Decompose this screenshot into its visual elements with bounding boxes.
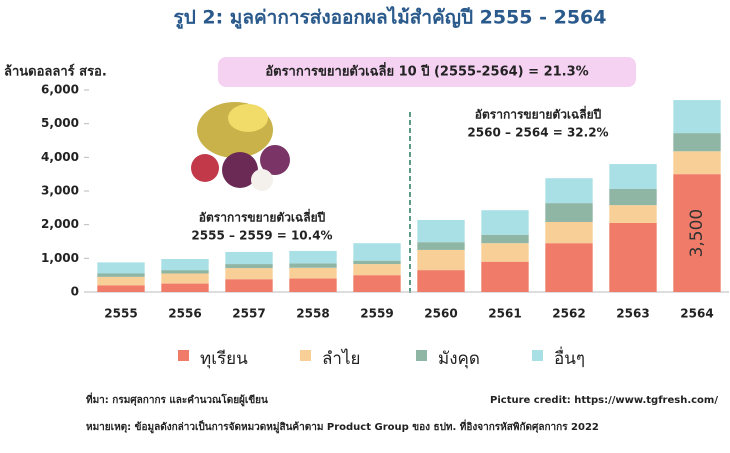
bar-segment xyxy=(481,234,529,244)
bar-segment xyxy=(481,210,529,235)
bar-segment xyxy=(481,261,529,292)
x-tick-label: 2561 xyxy=(488,307,521,321)
x-tick-label: 2558 xyxy=(296,307,329,321)
x-tick-label: 2557 xyxy=(232,307,265,321)
x-tick-label: 2556 xyxy=(168,307,201,321)
legend-swatch xyxy=(178,350,189,361)
annotation: อัตราการขยายตัวเฉลี่ย 10 ปี (2555-2564) … xyxy=(265,62,588,80)
bar-segment xyxy=(289,267,337,279)
x-tick-label: 2560 xyxy=(424,307,457,321)
note: หมายเหตุ: ข้อมูลดังกล่าวเป็นการจัดหมวดหม… xyxy=(86,419,599,434)
bar-segment xyxy=(225,279,273,292)
bar-segment xyxy=(161,270,209,274)
chart-title: รูป 2: มูลค่าการส่งออกผลไม้สำคัญปี 2555 … xyxy=(173,6,606,30)
y-tick-label: 1,000 xyxy=(41,251,79,265)
bar-segment xyxy=(289,278,337,292)
x-tick-label: 2559 xyxy=(360,307,393,321)
bar-segment xyxy=(545,203,593,222)
legend-swatch xyxy=(416,350,427,361)
bar-segment xyxy=(609,205,657,223)
bar-segment xyxy=(609,188,657,206)
annotation: อัตราการขยายตัวเฉลี่ยปี xyxy=(199,209,326,225)
bar-segment xyxy=(417,219,465,243)
bar-segment xyxy=(545,243,593,292)
bar-segment xyxy=(289,250,337,264)
bar-segment xyxy=(545,178,593,204)
bar-segment xyxy=(353,275,401,292)
x-tick-label: 2562 xyxy=(552,307,585,321)
bar-segment xyxy=(289,263,337,268)
bar-segment xyxy=(673,174,721,292)
bar-segment xyxy=(673,151,721,175)
legend-label: ลำไย xyxy=(322,348,360,369)
annotation: อัตราการขยายตัวเฉลี่ยปี xyxy=(475,106,602,122)
bar-segment xyxy=(161,259,209,271)
bar-segment xyxy=(353,243,401,261)
y-tick-label: 2,000 xyxy=(41,217,79,231)
bar-segment xyxy=(673,100,721,134)
y-axis-label: ล้านดอลลาร์ สรอ. xyxy=(4,64,107,80)
bar-segment xyxy=(545,221,593,244)
bar-segment xyxy=(673,133,721,152)
legend-swatch xyxy=(300,350,311,361)
bar-segment xyxy=(225,251,273,265)
bar-segment xyxy=(225,268,273,280)
legend-label: ทุเรียน xyxy=(200,349,248,369)
y-tick-label: 4,000 xyxy=(41,150,79,164)
bar-segment xyxy=(97,262,145,274)
source: ที่มา: กรมศุลกากร และคำนวณโดยผู้เขียน xyxy=(86,392,268,407)
banner xyxy=(218,57,636,87)
y-tick-label: 6,000 xyxy=(41,83,79,97)
bar-segment xyxy=(353,264,401,276)
bar-segment xyxy=(161,283,209,292)
bar-segment xyxy=(97,273,145,277)
fruit-illustration xyxy=(191,102,290,191)
bar-segment xyxy=(609,222,657,292)
bar-segment xyxy=(97,276,145,286)
credit: Picture credit: https://www.tgfresh.com/ xyxy=(490,395,718,406)
bar-segment xyxy=(609,164,657,189)
annotation: 2560 – 2564 = 32.2% xyxy=(467,126,608,140)
x-tick-label: 2563 xyxy=(616,307,649,321)
bar-segment xyxy=(417,270,465,292)
annotation: 2555 – 2559 = 10.4% xyxy=(191,229,332,243)
bar-segment xyxy=(353,260,401,265)
bar-segment xyxy=(481,243,529,262)
bar-segment xyxy=(225,264,273,269)
data-label: 3,500 xyxy=(687,209,707,258)
legend-swatch xyxy=(532,350,543,361)
x-tick-label: 2555 xyxy=(104,307,137,321)
y-tick-label: 3,000 xyxy=(41,184,79,198)
bar-segment xyxy=(417,249,465,271)
legend-label: มังคุด xyxy=(438,349,480,369)
bar-segment xyxy=(97,285,145,292)
bar-segment xyxy=(161,273,209,284)
legend-label: อื่นๆ xyxy=(554,346,585,369)
y-tick-label: 5,000 xyxy=(41,116,79,130)
bar-segment xyxy=(417,242,465,250)
y-tick-label: 0 xyxy=(71,285,79,299)
x-tick-label: 2564 xyxy=(680,307,713,321)
